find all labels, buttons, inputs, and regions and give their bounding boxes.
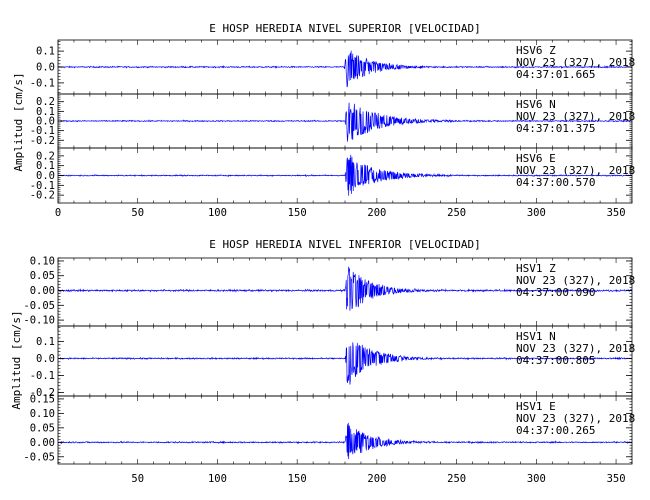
date-label: NOV 23 (327), 2018 bbox=[516, 56, 635, 69]
y-tick-label: -0.05 bbox=[23, 451, 55, 463]
x-tick-label: 200 bbox=[367, 473, 386, 485]
x-tick-label: 50 bbox=[131, 207, 144, 219]
x-tick-label: 150 bbox=[288, 207, 307, 219]
y-tick-label: -0.2 bbox=[30, 387, 55, 399]
x-tick-label: 350 bbox=[607, 207, 626, 219]
y-tick-label: -0.10 bbox=[23, 315, 55, 327]
y-tick-label: 0.2 bbox=[36, 150, 55, 162]
date-label: NOV 23 (327), 2018 bbox=[516, 274, 635, 287]
waveform-line bbox=[57, 422, 633, 460]
x-tick-label: 0 bbox=[55, 207, 61, 219]
y-tick-label: 0.1 bbox=[36, 106, 55, 118]
y-tick-label: 0.10 bbox=[30, 255, 55, 267]
station-component-label: HSV1 N bbox=[516, 330, 556, 343]
y-tick-label: -0.1 bbox=[30, 370, 55, 382]
x-tick-label: 150 bbox=[288, 473, 307, 485]
y-tick-label: 0.15 bbox=[30, 393, 55, 405]
y-tick-label: 0.0 bbox=[36, 62, 55, 74]
y-tick-label: 0.0 bbox=[36, 116, 55, 128]
chart-inferior: E HOSP HEREDIA NIVEL INFERIOR [VELOCIDAD… bbox=[10, 238, 635, 485]
y-tick-label: 0.05 bbox=[30, 422, 55, 434]
waveform-line bbox=[57, 266, 633, 311]
waveform-line bbox=[57, 154, 633, 196]
y-tick-label: 0.00 bbox=[30, 285, 55, 297]
chart-title: E HOSP HEREDIA NIVEL SUPERIOR [VELOCIDAD… bbox=[209, 22, 481, 35]
x-tick-label: 300 bbox=[527, 473, 546, 485]
y-tick-label: -0.2 bbox=[30, 190, 55, 202]
y-tick-label: 0.00 bbox=[30, 437, 55, 449]
x-tick-label: 250 bbox=[447, 473, 466, 485]
waveform-line bbox=[57, 342, 633, 385]
y-tick-label: 0.1 bbox=[36, 160, 55, 172]
x-tick-label: 50 bbox=[131, 473, 144, 485]
x-tick-label: 250 bbox=[447, 207, 466, 219]
time-label: 04:37:00.265 bbox=[516, 424, 595, 437]
waveform-line bbox=[57, 102, 633, 142]
station-component-label: HSV1 E bbox=[516, 400, 556, 413]
x-tick-label: 300 bbox=[527, 207, 546, 219]
date-label: NOV 23 (327), 2018 bbox=[516, 164, 635, 177]
x-tick-label: 100 bbox=[208, 207, 227, 219]
x-tick-label: 100 bbox=[208, 473, 227, 485]
y-tick-label: 0.0 bbox=[36, 170, 55, 182]
station-component-label: HSV6 E bbox=[516, 152, 556, 165]
y-tick-label: -0.1 bbox=[30, 125, 55, 137]
y-axis-label: Amplitud [cm/s] bbox=[12, 72, 25, 171]
time-label: 04:37:00.570 bbox=[516, 176, 595, 189]
y-tick-label: 0.1 bbox=[36, 46, 55, 58]
date-label: NOV 23 (327), 2018 bbox=[516, 412, 635, 425]
y-tick-label: -0.1 bbox=[30, 180, 55, 192]
y-tick-label: -0.1 bbox=[30, 77, 55, 89]
y-tick-label: 0.2 bbox=[36, 96, 55, 108]
station-component-label: HSV1 Z bbox=[516, 262, 556, 275]
time-label: 04:37:01.665 bbox=[516, 68, 595, 81]
station-component-label: HSV6 N bbox=[516, 98, 556, 111]
waveform-line bbox=[57, 50, 633, 88]
time-label: 04:37:00.090 bbox=[516, 286, 595, 299]
x-tick-label: 350 bbox=[607, 473, 626, 485]
date-label: NOV 23 (327), 2018 bbox=[516, 342, 635, 355]
time-label: 04:37:00.805 bbox=[516, 354, 595, 367]
x-tick-label: 200 bbox=[367, 207, 386, 219]
y-tick-label: -0.2 bbox=[30, 135, 55, 147]
y-axis-label: Amplitud [cm/s] bbox=[10, 310, 23, 409]
y-tick-label: 0.05 bbox=[30, 270, 55, 282]
y-tick-label: 0.10 bbox=[30, 408, 55, 420]
y-tick-label: -0.05 bbox=[23, 300, 55, 312]
station-component-label: HSV6 Z bbox=[516, 44, 556, 57]
chart-title: E HOSP HEREDIA NIVEL INFERIOR [VELOCIDAD… bbox=[209, 238, 481, 251]
chart-superior: E HOSP HEREDIA NIVEL SUPERIOR [VELOCIDAD… bbox=[12, 22, 635, 219]
date-label: NOV 23 (327), 2018 bbox=[516, 110, 635, 123]
y-tick-label: 0.1 bbox=[36, 336, 55, 348]
y-tick-label: 0.0 bbox=[36, 353, 55, 365]
time-label: 04:37:01.375 bbox=[516, 122, 595, 135]
